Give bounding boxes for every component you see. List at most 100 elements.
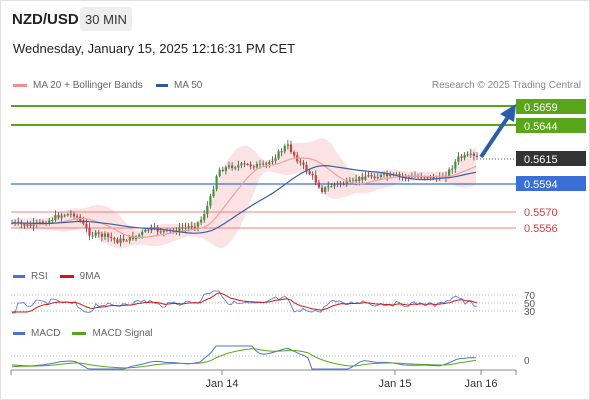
candle-body (280, 151, 283, 153)
macd-line (11, 345, 477, 370)
level-tag-0.5615: 0.5615 (516, 151, 586, 166)
candle-body (420, 176, 423, 178)
candle-body (54, 215, 57, 220)
macd-signal-swatch (72, 332, 87, 335)
candle-body (200, 219, 203, 223)
rsi-swatch (13, 275, 25, 278)
candle-body (249, 164, 252, 167)
candle-body (308, 171, 311, 174)
candle-body (237, 165, 240, 168)
candle-body (336, 182, 339, 185)
candle-body (119, 238, 122, 243)
candle-body (107, 233, 110, 237)
candle-body (147, 229, 150, 231)
rsi-tick-70: 70 (524, 291, 536, 302)
candle-body (23, 224, 26, 226)
ma20-legend-label: MA 20 + Bollinger Bands (33, 80, 143, 91)
forecast-arrow-shaft (479, 115, 510, 159)
candle-body (320, 187, 324, 192)
candle-body (110, 236, 113, 239)
candle-body (432, 176, 435, 179)
candle-body (41, 221, 45, 224)
x-label-jan14: Jan 14 (205, 378, 238, 390)
candle-body (66, 214, 69, 216)
ma20-swatch (13, 84, 27, 87)
ma20-line (11, 157, 477, 239)
candle-body (51, 219, 54, 221)
level-tag-0.5594: 0.5594 (516, 176, 586, 191)
candle-body (426, 177, 429, 179)
candle-body (348, 180, 351, 182)
candle-body (181, 227, 184, 229)
candle-body (417, 176, 420, 178)
candle-body (38, 221, 41, 223)
candle-body (361, 177, 364, 180)
candle-body (159, 231, 162, 233)
svg-text:0.5659: 0.5659 (524, 102, 558, 114)
macd-signal-line (11, 348, 477, 369)
candle-body (466, 154, 469, 156)
ma50-legend: MA 50 (156, 80, 202, 91)
macd-signal-legend-label: MACD Signal (92, 328, 153, 339)
rsi-tick-30: 30 (524, 307, 536, 318)
candle-body (178, 227, 181, 233)
candle-body (196, 222, 200, 227)
svg-text:0.5594: 0.5594 (524, 179, 558, 191)
candle-body (128, 236, 131, 241)
candle-body (57, 215, 60, 218)
candle-body (305, 164, 308, 172)
rsi-line (12, 290, 478, 314)
candle-body (271, 161, 274, 163)
macd-legend: MACD MACD Signal (13, 328, 152, 339)
candle-body (423, 177, 426, 179)
candle-body (240, 163, 243, 166)
candle-body (100, 233, 103, 237)
candle-body (63, 215, 66, 217)
candle-body (221, 169, 224, 171)
candle-body (187, 226, 190, 228)
candle-body (60, 215, 63, 218)
candle-body (324, 187, 327, 192)
candle-body (395, 174, 398, 176)
candle-body (91, 235, 94, 237)
ma50-swatch (156, 84, 168, 87)
candle-body (234, 167, 237, 169)
candle-body (94, 232, 97, 236)
candle-body (103, 233, 107, 237)
candle-body (218, 169, 221, 177)
candle-body (255, 164, 258, 168)
candle-body (448, 169, 451, 176)
candle-body (345, 180, 348, 185)
macd-tick-0: 0 (524, 356, 530, 367)
datetime-label: Wednesday, January 15, 2025 12:16:31 PM … (13, 41, 296, 56)
candle-body (463, 154, 466, 158)
x-label-jan15: Jan 15 (378, 378, 411, 390)
candle-body (153, 227, 156, 229)
candle-body (97, 232, 100, 234)
candle-body (193, 226, 196, 228)
candle-body (144, 229, 147, 232)
svg-text:0.5615: 0.5615 (524, 154, 558, 166)
candle-body (268, 161, 271, 165)
level-tag-0.5659: 0.5659 (516, 99, 586, 114)
candle-body (317, 182, 320, 188)
candle-body (364, 176, 367, 180)
candle-body (376, 176, 379, 179)
bollinger-band (12, 138, 476, 249)
candle-body (373, 176, 376, 179)
candle-body (289, 144, 293, 152)
timeframe-badge[interactable]: 30 MIN (80, 7, 132, 31)
candle-body (351, 179, 355, 181)
macd-swatch (13, 332, 25, 335)
rsi-ma-line (12, 292, 478, 313)
candle-body (203, 214, 206, 220)
candle-body (138, 234, 141, 237)
candle-body (262, 163, 265, 165)
candle-body (88, 228, 91, 236)
candle-body (314, 175, 317, 183)
candle-body (274, 158, 277, 162)
candle-body (460, 156, 463, 158)
ma50-line (11, 165, 477, 234)
candle-body (370, 175, 373, 177)
